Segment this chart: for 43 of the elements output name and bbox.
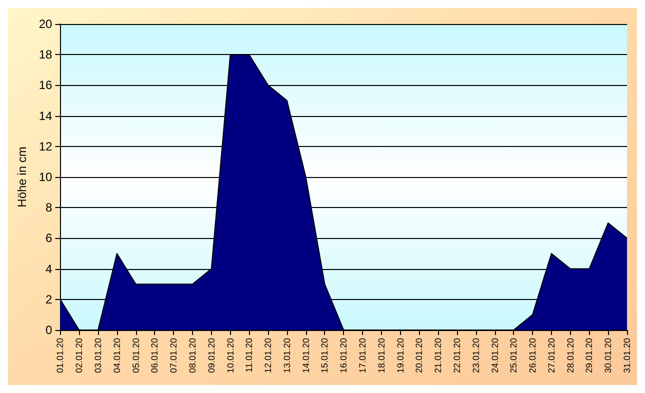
x-tick-label: 12.01.20 — [263, 338, 274, 374]
x-tick-label: 31.01.20 — [622, 338, 632, 374]
x-tick-label: 28.01.20 — [565, 338, 576, 374]
x-tick-label: 24.01.20 — [490, 338, 500, 374]
x-tick-label: 01.01.20 — [55, 338, 66, 374]
x-tick-label: 03.01.20 — [93, 338, 104, 374]
y-tick-label: 12 — [38, 139, 53, 154]
x-tick-label: 10.01.20 — [225, 338, 236, 374]
x-tick-label: 13.01.20 — [282, 338, 292, 374]
x-tick-label: 06.01.20 — [150, 338, 160, 374]
x-tick-label: 26.01.20 — [528, 338, 538, 374]
y-tick-label: 16 — [38, 78, 53, 92]
x-tick-label: 25.01.20 — [508, 338, 519, 374]
y-tick-label: 18 — [38, 48, 53, 62]
x-tick-label: 07.01.20 — [168, 338, 179, 374]
x-tick-label: 04.01.20 — [112, 338, 122, 374]
x-tick-label: 29.01.20 — [584, 338, 594, 374]
y-tick-label: 10 — [38, 170, 53, 184]
x-tick-label: 21.01.20 — [433, 338, 444, 374]
x-tick-label: 27.01.20 — [546, 338, 556, 374]
y-tick-label: 8 — [46, 200, 53, 215]
x-tick-label: 30.01.20 — [603, 338, 614, 374]
x-tick-label: 22.01.20 — [452, 338, 462, 374]
x-tick-label: 02.01.20 — [74, 338, 84, 374]
y-tick-label: 14 — [38, 108, 53, 123]
y-axis-title: Höhe in cm — [15, 146, 29, 208]
x-tick-label: 08.01.20 — [187, 338, 198, 374]
x-tick-label: 20.01.20 — [414, 338, 424, 374]
x-tick-label: 16.01.20 — [338, 338, 349, 374]
y-tick-label: 2 — [46, 292, 53, 306]
y-tick-label: 6 — [46, 231, 53, 246]
x-tick-label: 09.01.20 — [206, 338, 216, 374]
y-tick-label: 20 — [38, 17, 53, 31]
x-tick-label: 11.01.20 — [244, 338, 254, 372]
x-tick-label: 15.01.20 — [320, 338, 330, 374]
x-tick-label: 14.01.20 — [300, 338, 311, 374]
x-tick-label: 05.01.20 — [130, 338, 141, 374]
x-tick-label: 17.01.20 — [358, 338, 368, 374]
x-tick-label: 19.01.20 — [395, 338, 406, 374]
y-tick-label: 0 — [46, 323, 53, 337]
x-tick-label: 23.01.20 — [470, 338, 481, 374]
y-tick-label: 4 — [46, 262, 53, 276]
x-tick-label: 18.01.20 — [376, 338, 386, 374]
